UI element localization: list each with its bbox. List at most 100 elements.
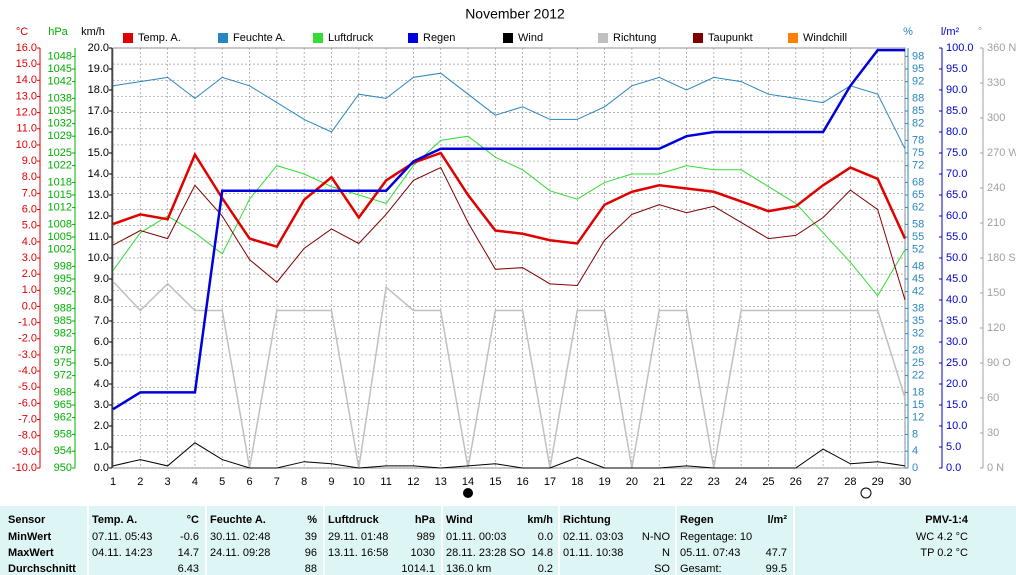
new-moon	[463, 488, 473, 498]
y-tick-label: 6.0	[94, 336, 109, 348]
y-tick-label: 58	[912, 218, 924, 230]
y-tick-label: 10.0	[88, 252, 109, 264]
legend-label: Taupunkt	[708, 32, 753, 44]
x-tick-label: 5	[219, 476, 225, 488]
x-tick-label: 29	[872, 476, 884, 488]
chart-title: November 2012	[465, 6, 565, 22]
y-tick-label: 1008	[48, 218, 72, 230]
y-tick-label: 982	[54, 328, 72, 340]
series-line	[112, 72, 906, 150]
x-tick-label: 22	[680, 476, 692, 488]
axis-unit: %	[903, 26, 913, 38]
y-tick-label: 180 S	[987, 252, 1016, 264]
y-tick-label: 42	[912, 286, 924, 298]
y-tick-label: 8	[912, 428, 918, 440]
y-tick-label: 985	[54, 315, 72, 327]
y-tick-label: 48	[912, 260, 924, 272]
x-tick-label: 25	[762, 476, 774, 488]
y-tick-label: 30.0	[946, 336, 967, 348]
y-tick-label: 11.0	[16, 123, 37, 135]
y-tick-label: 5.0	[94, 357, 109, 369]
y-tick-label: 50.0	[946, 252, 967, 264]
x-tick-label: 18	[571, 476, 583, 488]
y-tick-label: -10.0	[12, 462, 37, 474]
table-unit: %	[307, 514, 317, 526]
cell-right: 14.8	[532, 547, 553, 559]
table-unit: l/m²	[767, 514, 787, 526]
y-tick-label: 300	[987, 112, 1005, 124]
y-tick-label: 14.0	[16, 74, 37, 86]
y-tick-label: 1045	[48, 63, 72, 75]
y-tick-label: -9.0	[18, 446, 37, 458]
cell-left: 01.11. 00:03	[446, 531, 506, 543]
y-tick-label: -6.0	[18, 397, 37, 409]
y-tick-label: 14.0	[88, 168, 109, 180]
y-tick-label: 240	[987, 182, 1005, 194]
legend-label: Wind	[518, 32, 543, 44]
y-tick-label: 60.0	[946, 210, 967, 222]
series-line	[112, 280, 906, 469]
x-tick-label: 23	[708, 476, 720, 488]
x-tick-label: 24	[735, 476, 747, 488]
y-tick-label: 360 N	[987, 42, 1016, 54]
y-tick-label: 12.0	[16, 107, 37, 119]
table-header: Luftdruck	[328, 514, 380, 526]
y-tick-label: 1002	[48, 244, 72, 256]
cell-right: 1014.1	[401, 563, 435, 575]
table-header: Feuchte A.	[210, 514, 266, 526]
x-tick-label: 30	[899, 476, 911, 488]
y-tick-label: 20.0	[88, 42, 109, 54]
x-tick-label: 2	[137, 476, 143, 488]
y-tick-label: 13.0	[16, 90, 37, 102]
y-tick-label: 28	[912, 344, 924, 356]
y-tick-label: 988	[54, 302, 72, 314]
y-tick-label: 25.0	[946, 357, 967, 369]
y-tick-label: 975	[54, 357, 72, 369]
legend-swatch	[503, 33, 513, 43]
legend-swatch	[123, 33, 133, 43]
y-tick-label: 15.0	[946, 399, 967, 411]
y-tick-label: 18	[912, 386, 924, 398]
y-tick-label: 95	[912, 63, 924, 75]
y-tick-label: 0.0	[946, 462, 961, 474]
table-header: PMV-1:4	[925, 514, 969, 526]
y-tick-label: 210	[987, 217, 1005, 229]
x-tick-label: 10	[353, 476, 365, 488]
table-header: Wind	[446, 514, 473, 526]
y-tick-label: 950	[54, 462, 72, 474]
y-tick-label: 6.0	[22, 203, 37, 215]
x-tick-label: 4	[192, 476, 198, 488]
y-tick-label: 45.0	[946, 273, 967, 285]
y-tick-label: 85.0	[946, 105, 967, 117]
axis-unit: l/m²	[941, 26, 960, 38]
cell-right: 88	[305, 563, 317, 575]
y-tick-label: 5.0	[946, 441, 961, 453]
y-tick-label: 954	[54, 445, 72, 457]
x-tick-label: 7	[274, 476, 280, 488]
y-tick-label: 68	[912, 176, 924, 188]
cell-right: 99.5	[766, 563, 787, 575]
legend-label: Windchill	[803, 32, 847, 44]
y-tick-label: 1025	[48, 147, 72, 159]
y-tick-label: 958	[54, 428, 72, 440]
y-tick-label: 55	[912, 231, 924, 243]
legend-label: Richtung	[613, 32, 656, 44]
y-tick-label: -4.0	[18, 365, 37, 377]
y-tick-label: 18.0	[88, 84, 109, 96]
y-tick-label: 100.0	[946, 42, 974, 54]
y-tick-label: 92	[912, 76, 924, 88]
pmv-value: WC 4.2 °C	[916, 531, 968, 543]
y-tick-label: 75	[912, 147, 924, 159]
x-tick-label: 21	[653, 476, 665, 488]
y-tick-label: 95.0	[946, 63, 967, 75]
table-unit: °C	[187, 514, 199, 526]
table-header: Richtung	[563, 514, 611, 526]
x-tick-label: 13	[435, 476, 447, 488]
y-tick-label: 62	[912, 202, 924, 214]
y-tick-label: 1042	[48, 76, 72, 88]
y-tick-label: -8.0	[18, 430, 37, 442]
series-line	[112, 135, 906, 297]
cell-left: 28.11. 23:28 SO	[446, 547, 526, 559]
cell-left: 13.11. 16:58	[328, 547, 388, 559]
cell-left: 136.0 km	[446, 563, 491, 575]
